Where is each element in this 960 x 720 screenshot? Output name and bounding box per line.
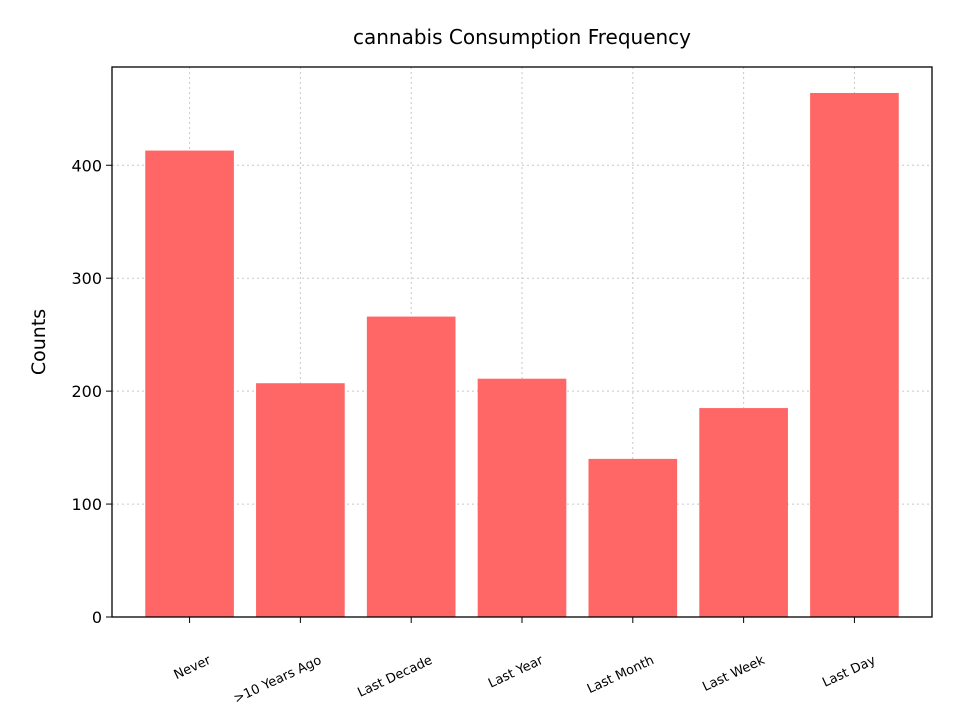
y-axis-label: Counts — [28, 309, 50, 375]
bars — [145, 92, 899, 618]
bar — [256, 383, 345, 617]
bar — [145, 150, 234, 618]
x-axis-ticks: Never >10 Years Ago Last Decade Last Year La… — [172, 617, 878, 707]
x-tick-label: Last Day — [820, 653, 878, 691]
x-tick-label: Last Decade — [355, 653, 434, 701]
x-tick-label: Never — [172, 653, 214, 683]
x-tick-label: Last Year — [486, 653, 546, 692]
bar — [699, 408, 788, 617]
x-tick-label: >10 Years Ago — [232, 653, 325, 707]
y-tick-label: 0 — [92, 608, 102, 627]
bar — [477, 378, 567, 617]
y-tick-label: 300 — [71, 269, 102, 288]
bar — [810, 92, 899, 618]
x-tick-label: Last Week — [700, 653, 767, 695]
y-tick-label: 200 — [71, 382, 102, 401]
bar — [366, 316, 456, 617]
y-tick-label: 100 — [71, 495, 102, 514]
y-axis-ticks: 0 100 200 300 400 — [71, 156, 112, 627]
y-tick-label: 400 — [71, 156, 102, 175]
x-tick-label: Last Month — [585, 653, 657, 697]
chart-title: cannabis Consumption Frequency — [353, 25, 691, 49]
bar — [588, 458, 678, 617]
